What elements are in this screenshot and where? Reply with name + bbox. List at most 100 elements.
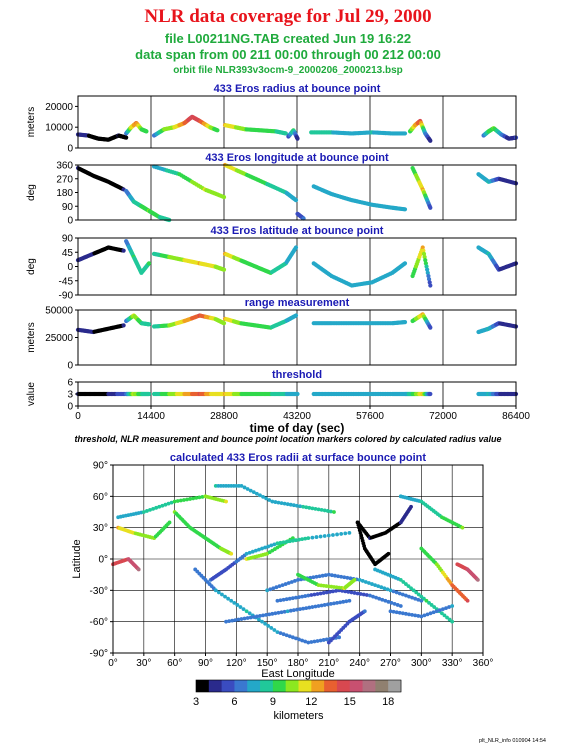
x-tick-label: 0 <box>75 411 81 422</box>
data-point <box>254 614 259 619</box>
x-tick-label: 270° <box>380 658 401 669</box>
data-point <box>281 632 286 637</box>
data-point <box>317 574 322 579</box>
data-point <box>276 610 281 615</box>
data-point <box>175 499 180 503</box>
data-point <box>167 520 172 525</box>
marker-track <box>296 572 357 591</box>
data-point <box>321 591 326 595</box>
data-point <box>146 322 152 327</box>
y-tick-label: 10000 <box>45 123 73 134</box>
y-tick-label: 0 <box>67 402 73 413</box>
marker-track <box>244 536 295 561</box>
data-point <box>288 502 293 507</box>
data-point <box>306 536 311 541</box>
y-tick-label: 0 <box>67 262 73 273</box>
data-point <box>295 607 299 612</box>
data-point <box>324 590 329 595</box>
data-point <box>282 609 287 614</box>
marker-track <box>75 132 129 142</box>
panel-5: calculated 433 Eros radii at surface bou… <box>71 452 493 680</box>
footer-stamp: plt_NLR_info 010904 14:54 <box>479 738 546 744</box>
colorbar-tick-label: 3 <box>193 696 199 708</box>
data-point <box>236 617 241 622</box>
data-point <box>331 589 335 594</box>
data-point <box>285 502 290 507</box>
marker-track <box>151 164 227 200</box>
marker-track <box>286 128 300 141</box>
data-point <box>230 618 235 623</box>
data-point <box>121 248 126 253</box>
data-point <box>314 535 319 539</box>
y-tick-label: 180 <box>56 188 73 199</box>
data-point <box>284 633 289 638</box>
data-point <box>344 599 349 604</box>
y-tick-label: 90 <box>62 234 74 245</box>
marker-track <box>407 118 433 143</box>
y-tick-label: 45 <box>62 248 74 259</box>
data-point <box>245 616 250 620</box>
marker-track <box>116 494 228 520</box>
colorbar-swatch <box>311 680 325 692</box>
marker-track <box>476 391 519 397</box>
y-tick-label: -60° <box>90 617 108 628</box>
data-point <box>287 596 292 601</box>
data-point <box>428 325 433 330</box>
data-point <box>357 577 362 582</box>
data-point <box>306 593 311 598</box>
marker-track <box>124 313 152 327</box>
data-point <box>232 600 237 605</box>
data-point <box>250 549 255 554</box>
y-tick-label: -90° <box>90 649 108 660</box>
data-point <box>424 264 429 269</box>
data-point <box>342 575 347 580</box>
colorbar-tick-label: 6 <box>231 696 237 708</box>
marker-track <box>476 245 519 272</box>
data-point <box>428 391 433 397</box>
x-axis-label: East Longitude <box>261 668 334 680</box>
data-point <box>332 601 336 606</box>
marker-track <box>222 313 299 330</box>
y-tick-label: 0 <box>67 216 73 227</box>
data-point <box>265 588 270 593</box>
data-point <box>419 598 424 603</box>
data-point <box>428 283 433 288</box>
marker-track <box>295 211 306 221</box>
data-point <box>272 628 277 632</box>
data-point <box>266 544 271 549</box>
data-point <box>239 617 244 621</box>
data-point <box>355 591 360 596</box>
marker-track <box>476 172 519 186</box>
y-tick-label: 0 <box>67 144 73 155</box>
x-tick-label: 0° <box>108 658 118 669</box>
data-point <box>423 261 428 266</box>
data-point <box>460 525 465 530</box>
data-point <box>392 602 397 606</box>
data-point <box>257 547 261 552</box>
data-point <box>382 586 387 591</box>
data-point <box>380 597 385 602</box>
colorbar-swatch <box>388 680 402 692</box>
colorbar-label: kilometers <box>273 710 324 722</box>
data-point <box>427 280 432 285</box>
data-point <box>328 602 333 606</box>
marker-track <box>326 609 367 645</box>
data-point <box>247 611 252 616</box>
y-axis-label: deg <box>26 184 37 201</box>
x-tick-label: 30° <box>136 658 151 669</box>
marker-track <box>311 391 433 397</box>
data-point <box>235 603 240 607</box>
data-point <box>151 506 155 511</box>
data-point <box>295 136 300 141</box>
data-point <box>333 573 337 578</box>
marker-track <box>124 120 149 136</box>
data-point <box>194 496 199 500</box>
x-tick-label: 60° <box>167 658 182 669</box>
data-point <box>400 592 405 597</box>
y-tick-label: -90 <box>59 291 74 302</box>
y-axis-label: Latitude <box>71 539 83 578</box>
data-point <box>428 138 433 143</box>
colorbar-tick-label: 12 <box>305 696 317 708</box>
data-point <box>245 487 250 491</box>
data-point <box>270 499 275 504</box>
